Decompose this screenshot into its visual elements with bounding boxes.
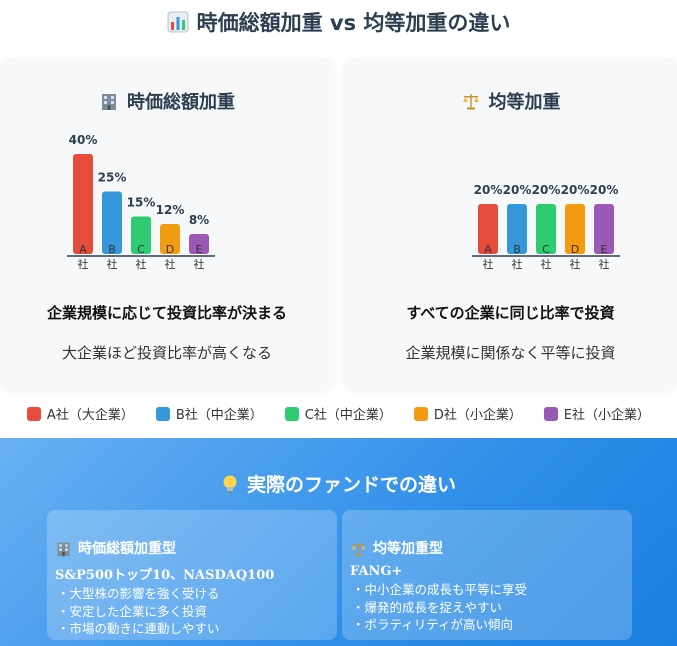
equal-weighted-title: 均等加重	[488, 92, 561, 113]
bar-value-label: 8%	[189, 213, 209, 227]
bar-chart-icon	[167, 11, 189, 33]
category-label: 社	[512, 257, 523, 271]
fund-differences-title: 実際のファンドでの違い	[246, 474, 456, 496]
bar	[131, 216, 151, 254]
card-bullet: ・爆発的成長を捉えやすい	[352, 599, 503, 615]
category-label: E	[196, 243, 203, 256]
bar	[536, 204, 556, 254]
category-label: E	[601, 243, 608, 256]
legend-item: D社（小企業）	[413, 404, 522, 423]
category-label: 社	[107, 257, 118, 271]
legend-label: E社（小企業）	[563, 408, 651, 423]
legend-swatch	[413, 406, 428, 421]
balance-scale-icon	[462, 94, 479, 110]
legend-swatch	[155, 406, 170, 421]
equal-weighted-fund-title-row: 均等加重型	[350, 538, 620, 558]
category-label: 社	[78, 257, 89, 271]
fund-differences-title-row: 実際のファンドでの違い	[0, 470, 677, 497]
legend-item: C社（中企業）	[284, 404, 392, 423]
category-label: C	[542, 243, 550, 256]
bar	[507, 204, 527, 254]
lightbulb-icon	[223, 475, 237, 493]
bar-value-label: 20%	[532, 183, 561, 197]
legend-swatch	[26, 406, 41, 421]
bar	[102, 191, 122, 254]
category-label: D	[166, 243, 174, 256]
category-label: 社	[599, 257, 610, 271]
equal-weighted-panel: 均等加重 20% A 社 20% B 社 20% C 社 20% D 社 20% E 社 すべての企業に同じ…	[344, 58, 677, 388]
bar-value-label: 25%	[98, 171, 127, 185]
equal-weighted-sub: 企業規模に関係なく平等に投資	[405, 344, 616, 362]
equal-weighted-fund-examples: FANG+	[350, 564, 403, 579]
card-bullet: ・安定した企業に多く投資	[57, 603, 208, 619]
category-label: B	[108, 243, 116, 256]
bar	[594, 204, 614, 254]
legend-item: A社（大企業）	[26, 404, 134, 423]
bar-value-label: 20%	[503, 183, 532, 197]
bar	[160, 224, 180, 254]
cap-weighted-fund-title: 時価総額加重型	[78, 541, 176, 557]
legend-label: D社（小企業）	[433, 408, 522, 423]
bar-value-label: 12%	[156, 203, 185, 217]
category-label: B	[513, 243, 521, 256]
cap-weighted-fund-card: 時価総額加重型 S&P500トップ10、NASDAQ100 ・大型株の影響を強く…	[47, 510, 337, 640]
balance-scale-icon	[351, 542, 366, 556]
legend-swatch	[284, 406, 299, 421]
bar	[73, 154, 93, 254]
fund-differences-section: 実際のファンドでの違い 時価総額加重型 S&P500トップ10、NASDAQ10…	[0, 438, 677, 646]
building-icon	[102, 94, 116, 110]
legend-item: B社（中企業）	[155, 404, 263, 423]
category-label: 社	[570, 257, 581, 271]
equal-weighted-fund-title: 均等加重型	[373, 541, 443, 557]
category-label: 社	[165, 257, 176, 271]
equal-weighted-title-row: 均等加重	[344, 88, 677, 114]
bar-value-label: 40%	[69, 133, 98, 147]
category-label: 社	[136, 257, 147, 271]
bar	[565, 204, 585, 254]
card-bullet: ・市場の動きに連動しやすい	[57, 621, 220, 636]
card-bullet: ・中小企業の成長も平等に享受	[352, 582, 528, 597]
category-label: C	[137, 243, 145, 256]
bar	[189, 234, 209, 254]
cap-weighted-fund-title-row: 時価総額加重型	[55, 538, 325, 558]
category-label: 社	[541, 257, 552, 271]
category-label: 社	[194, 257, 205, 271]
card-bullet: ・ボラティリティが高い傾向	[352, 617, 514, 632]
category-label: D	[571, 243, 579, 256]
card-bullet: ・大型株の影響を強く受ける	[57, 586, 220, 601]
cap-weighted-title: 時価総額加重	[127, 92, 235, 113]
legend-swatch	[543, 406, 558, 421]
cap-weighted-fund-examples: S&P500トップ10、NASDAQ100	[55, 568, 275, 583]
cap-weighted-sub: 大企業ほど投資比率が高くなる	[61, 344, 272, 362]
category-label: 社	[483, 257, 494, 271]
category-label: A	[79, 243, 87, 256]
bar-value-label: 15%	[127, 196, 156, 210]
bar	[478, 204, 498, 254]
page-title: 時価総額加重 vs 均等加重の違い	[196, 11, 511, 35]
legend-label: C社（中企業）	[304, 408, 392, 423]
bar-value-label: 20%	[561, 183, 590, 197]
legend-label: B社（中企業）	[175, 408, 263, 423]
cap-weighted-title-row: 時価総額加重	[0, 88, 334, 114]
legend: A社（大企業） B社（中企業） C社（中企業） D社（小企業） E社（小企業）	[0, 404, 677, 423]
page-title-row: 時価総額加重 vs 均等加重の違い	[0, 0, 677, 44]
category-label: A	[484, 243, 492, 256]
bar-value-label: 20%	[590, 183, 619, 197]
cap-weighted-heading: 企業規模に応じて投資比率が決まる	[46, 304, 287, 322]
equal-weighted-fund-card: 均等加重型 FANG+ ・中小企業の成長も平等に享受 ・爆発的成長を捉えやすい …	[342, 510, 632, 640]
equal-weighted-heading: すべての企業に同じ比率で投資	[406, 304, 615, 322]
building-icon	[57, 542, 70, 556]
cap-weighted-panel: 時価総額加重 40% A 社 25% B 社 15% C 社 12% D 社 8% E 社 企業規模に応じて…	[0, 58, 334, 388]
bar-value-label: 20%	[474, 183, 503, 197]
legend-item: E社（小企業）	[543, 404, 651, 423]
legend-label: A社（大企業）	[46, 408, 134, 423]
